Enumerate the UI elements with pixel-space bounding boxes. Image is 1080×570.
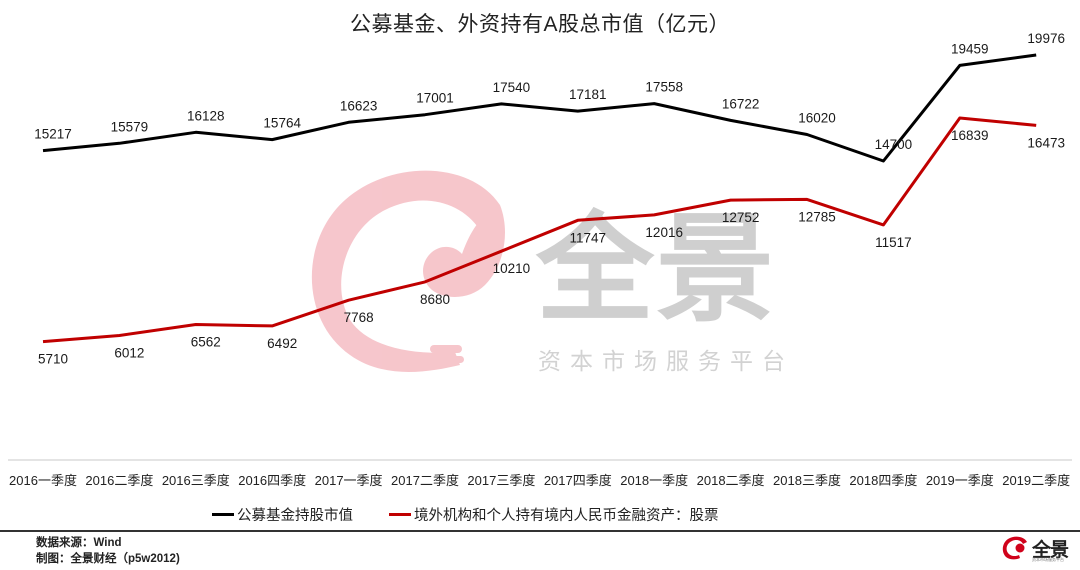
data-label: 17001 (416, 91, 454, 106)
footer-divider (0, 530, 1080, 532)
legend-line-black-icon (212, 512, 234, 516)
data-label: 15217 (34, 127, 72, 142)
data-source-text: 数据来源：Wind (36, 537, 122, 549)
x-tick-label: 2016四季度 (238, 473, 307, 488)
data-label: 16839 (951, 128, 989, 143)
data-label: 17540 (493, 80, 531, 95)
line-chart: 15217 15579 16128 15764 16623 17001 17540 17181… (8, 31, 1072, 461)
data-label: 10210 (493, 261, 531, 276)
x-tick-label: 2018一季度 (620, 473, 689, 488)
x-tick-label: 2018四季度 (849, 473, 918, 488)
legend-line-red-icon (389, 512, 411, 516)
data-label: 6492 (267, 336, 297, 351)
x-tick-label: 2017四季度 (543, 473, 612, 488)
data-label: 19459 (951, 41, 989, 56)
data-label: 16722 (722, 96, 760, 111)
data-label: 12016 (645, 225, 683, 240)
x-tick-label: 2016二季度 (85, 473, 154, 488)
data-label: 16020 (798, 110, 836, 125)
data-label: 15579 (111, 119, 149, 134)
data-label: 6562 (191, 334, 221, 349)
watermark-brand: 全景 (536, 204, 777, 336)
data-label: 11517 (875, 235, 912, 250)
legend-item-foreign: 境外机构和个人持有境内人民币金融资产：股票 (389, 504, 719, 525)
logo-swirl-icon (1002, 536, 1027, 560)
legend-label: 公募基金持股市值 (237, 507, 353, 524)
watermark-tagline: 资本市场服务平台 (538, 348, 794, 374)
series-line-fund (42, 53, 1037, 163)
logo-subtext: 资本市场服务平台 (1032, 557, 1064, 562)
x-tick-label: 2018二季度 (696, 473, 765, 488)
data-label: 8680 (420, 292, 450, 307)
data-label: 17558 (645, 80, 683, 95)
x-axis-labels: 2016一季度 2016二季度 2016三季度 2016四季度 2017一季度 2017二… (0, 470, 1080, 492)
data-label: 15764 (263, 116, 301, 131)
data-label: 12752 (722, 210, 760, 225)
data-label: 5710 (38, 352, 68, 367)
legend-item-fund: 公募基金持股市值 (212, 504, 353, 525)
chart-title: 公募基金、外资持有A股总市值（亿元） (349, 13, 730, 36)
x-tick-label: 2016一季度 (9, 473, 77, 488)
data-label: 12785 (798, 209, 836, 224)
logo-text: 全景 (1032, 539, 1069, 561)
data-label: 6012 (114, 346, 144, 361)
data-label: 16473 (1027, 135, 1065, 150)
x-tick-label: 2017三季度 (467, 473, 536, 488)
x-tick-label: 2016三季度 (161, 473, 230, 488)
brand-logo: 全景 资本市场服务平台 (1000, 533, 1076, 563)
x-tick-label: 2019二季度 (1002, 473, 1071, 488)
x-tick-label: 2019一季度 (925, 473, 994, 488)
x-tick-label: 2017二季度 (391, 473, 459, 488)
data-label: 7768 (344, 310, 374, 325)
chart-legend: 公募基金持股市值 境外机构和个人持有境内人民币金融资产：股票 (212, 503, 755, 525)
data-label: 19976 (1027, 31, 1065, 46)
footer-source: 数据来源：Wind 制图：全景财经（p5w2012) (36, 535, 180, 567)
data-label: 16623 (340, 98, 378, 113)
data-label: 11747 (570, 230, 607, 245)
author-text: 制图：全景财经（p5w2012) (36, 553, 180, 565)
data-label: 16128 (187, 108, 225, 123)
x-tick-label: 2017一季度 (314, 473, 383, 488)
series-line-foreign (42, 116, 1037, 344)
data-label: 17181 (569, 87, 607, 102)
data-label: 14700 (875, 137, 913, 152)
legend-label: 境外机构和个人持有境内人民币金融资产：股票 (414, 507, 719, 524)
x-tick-label: 2018三季度 (773, 473, 841, 488)
